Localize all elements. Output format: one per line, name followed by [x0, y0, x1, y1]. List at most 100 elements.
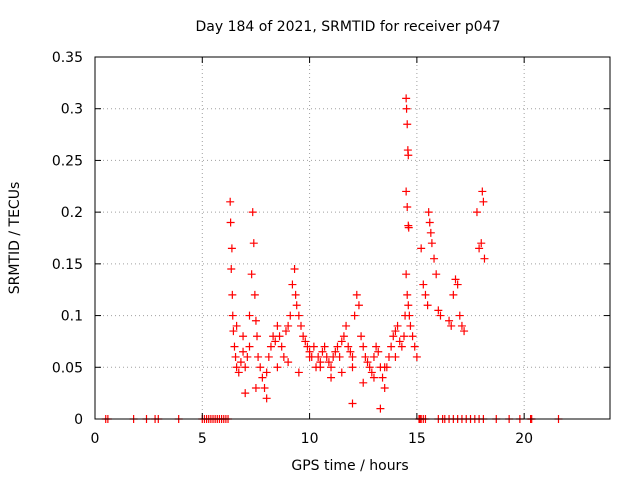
data-point: [333, 342, 342, 351]
data-point: [361, 352, 370, 361]
data-point: [455, 311, 464, 320]
data-point: [251, 316, 260, 325]
data-point: [346, 347, 355, 356]
data-point: [327, 373, 336, 382]
data-point: [477, 239, 486, 248]
data-point: [250, 290, 259, 299]
data-point: [397, 342, 406, 351]
data-point: [400, 332, 408, 341]
data-point: [402, 270, 411, 279]
x-tick-label: 20: [515, 431, 533, 447]
data-point: [277, 342, 286, 351]
data-point: [436, 311, 445, 320]
data-point: [251, 383, 260, 392]
data-point: [403, 120, 412, 129]
data-point: [410, 342, 419, 351]
data-point: [419, 280, 428, 289]
data-point: [297, 321, 305, 330]
data-point: [309, 342, 318, 351]
data-point: [305, 352, 314, 361]
data-point: [260, 383, 269, 392]
data-point: [281, 327, 290, 336]
data-point: [405, 311, 414, 320]
data-point: [395, 337, 404, 346]
data-point: [299, 332, 308, 341]
data-point: [425, 218, 434, 227]
data-point: [239, 332, 248, 341]
y-tick-label: 0.05: [52, 360, 83, 376]
data-point: [402, 187, 411, 196]
data-point: [424, 208, 433, 217]
data-point: [227, 265, 236, 274]
data-point: [402, 94, 411, 103]
data-point: [350, 311, 359, 320]
data-point: [447, 321, 456, 330]
data-point: [404, 151, 413, 160]
data-point: [412, 352, 421, 361]
y-tick-label: 0.2: [61, 205, 83, 221]
x-tick-label: 15: [408, 431, 426, 447]
data-point: [393, 321, 402, 330]
data-point: [320, 342, 329, 351]
data-point: [284, 358, 293, 367]
data-point: [256, 363, 265, 372]
data-point: [226, 218, 235, 227]
data-points: [101, 94, 563, 423]
data-point: [264, 352, 273, 361]
data-point: [229, 327, 238, 336]
data-point: [480, 254, 489, 263]
data-point: [380, 363, 389, 372]
data-point: [363, 358, 372, 367]
y-tick-label: 0.25: [52, 153, 83, 169]
data-point: [348, 399, 357, 408]
data-point: [253, 332, 262, 341]
data-point: [243, 352, 252, 361]
data-point: [374, 347, 383, 356]
data-point: [372, 342, 381, 351]
data-point: [453, 280, 462, 289]
data-point: [404, 301, 413, 310]
data-point: [232, 321, 241, 330]
y-tick-label: 0.35: [52, 50, 83, 66]
data-point: [352, 290, 361, 299]
data-point: [275, 332, 284, 341]
chart-title: Day 184 of 2021, SRMTID for receiver p04…: [195, 19, 500, 35]
data-point: [472, 208, 481, 217]
data-point: [294, 311, 303, 320]
axis-ticks: 0 5 10 15 20 0 0.05 0.1 0.15 0.2 0.25 0.3 0.35: [52, 50, 610, 447]
plot-frame: [94, 56, 611, 420]
data-point: [236, 358, 245, 367]
data-point: [227, 244, 236, 253]
data-point: [337, 337, 346, 346]
data-point: [402, 104, 411, 113]
y-tick-label: 0: [74, 412, 83, 428]
data-point: [421, 290, 430, 299]
x-tick-label: 10: [301, 431, 319, 447]
data-point: [291, 290, 300, 299]
y-axis-label: SRMTID / TECUs: [7, 182, 23, 295]
data-point: [427, 239, 436, 248]
data-point: [327, 363, 336, 372]
y-tick-label: 0.3: [61, 102, 83, 118]
x-tick-label: 0: [91, 431, 100, 447]
data-point: [367, 368, 376, 377]
data-point: [294, 368, 303, 377]
data-point: [258, 373, 267, 382]
data-point: [387, 342, 396, 351]
data-point: [232, 363, 241, 372]
data-point: [451, 275, 460, 284]
data-point: [378, 373, 387, 382]
data-point: [226, 197, 235, 206]
data-point: [434, 306, 443, 315]
data-point: [404, 223, 413, 232]
x-tick-label: 5: [198, 431, 207, 447]
data-point: [337, 368, 346, 377]
data-point: [286, 311, 295, 320]
data-point: [288, 280, 297, 289]
data-point: [344, 342, 353, 351]
x-axis-label: GPS time / hours: [291, 458, 408, 474]
data-point: [460, 327, 469, 336]
data-point: [406, 321, 415, 330]
data-point: [249, 239, 258, 248]
